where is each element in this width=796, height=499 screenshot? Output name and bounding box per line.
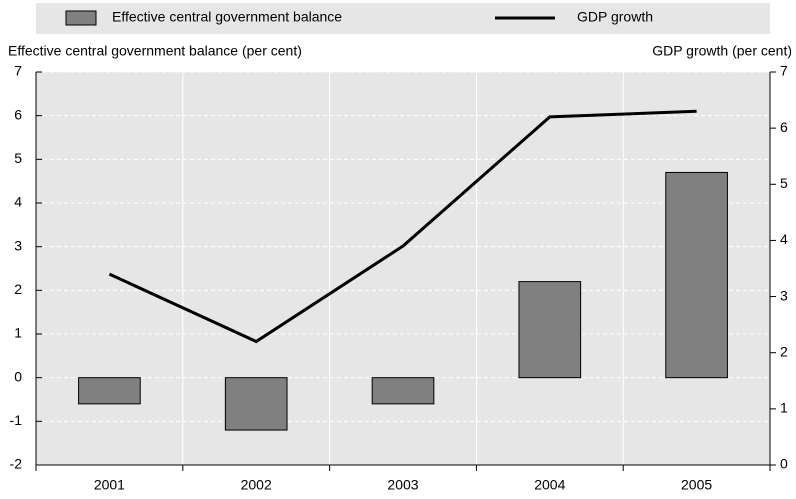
legend-label: GDP growth (577, 9, 653, 25)
y-tick-label: 1 (14, 325, 22, 341)
y2-tick-label: 4 (780, 231, 788, 247)
legend-swatch (65, 10, 97, 26)
y-tick-label: 5 (14, 150, 22, 166)
x-tick-label: 2002 (241, 477, 272, 493)
y2-tick-label: 6 (780, 119, 788, 135)
y-tick-label: 0 (14, 368, 22, 384)
legend-background (36, 3, 770, 34)
y-tick-label: 3 (14, 237, 22, 253)
y-tick-label: 2 (14, 281, 22, 297)
y2-tick-label: 1 (780, 400, 788, 416)
x-tick-label: 2001 (94, 477, 125, 493)
y2-tick-label: 2 (780, 343, 788, 359)
x-tick-label: 2003 (387, 477, 418, 493)
bar (518, 281, 582, 379)
y-tick-label: 7 (14, 63, 22, 79)
y2-tick-label: 5 (780, 175, 788, 191)
bar (371, 377, 435, 405)
y-tick-label: -2 (10, 456, 23, 472)
y2-tick-label: 7 (780, 63, 788, 79)
line (108, 109, 697, 344)
y2-tick-label: 0 (780, 456, 788, 472)
y-tick-label: 4 (14, 194, 22, 210)
y2-tick-label: 3 (780, 287, 788, 303)
x-tick-label: 2005 (681, 477, 712, 493)
x-tick-label: 2004 (534, 477, 565, 493)
legend-label: Effective central government balance (112, 9, 342, 25)
bar (78, 377, 141, 405)
y-axis-title: Effective central government balance (pe… (8, 43, 302, 59)
y2-axis-title: GDP growth (per cent) (652, 43, 792, 59)
y-tick-label: 6 (14, 106, 22, 122)
bar (665, 171, 728, 379)
y-tick-label: -1 (10, 412, 23, 428)
plot-background (36, 72, 770, 465)
bar (224, 377, 288, 431)
